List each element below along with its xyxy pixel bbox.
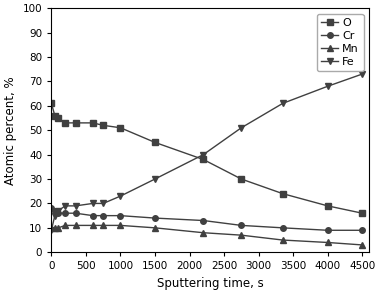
Fe bbox=[239, 126, 244, 130]
Cr bbox=[101, 214, 106, 217]
O bbox=[153, 141, 157, 144]
Line: Cr: Cr bbox=[49, 206, 365, 233]
O bbox=[56, 116, 60, 120]
Fe bbox=[101, 202, 106, 205]
Line: Fe: Fe bbox=[49, 71, 365, 233]
O bbox=[280, 192, 285, 196]
Mn bbox=[325, 241, 330, 244]
Mn bbox=[49, 226, 54, 230]
Legend: O, Cr, Mn, Fe: O, Cr, Mn, Fe bbox=[317, 14, 364, 71]
Cr bbox=[90, 214, 95, 217]
Y-axis label: Atomic percent, %: Atomic percent, % bbox=[4, 76, 17, 185]
Cr bbox=[280, 226, 285, 230]
Fe bbox=[325, 84, 330, 88]
O bbox=[49, 102, 54, 105]
Cr bbox=[49, 207, 54, 210]
O bbox=[325, 204, 330, 208]
Fe bbox=[360, 72, 364, 76]
Cr bbox=[239, 224, 244, 227]
O bbox=[73, 121, 78, 125]
Fe bbox=[153, 177, 157, 181]
Mn bbox=[101, 224, 106, 227]
Mn bbox=[201, 231, 206, 235]
Fe bbox=[56, 209, 60, 213]
O bbox=[90, 121, 95, 125]
O bbox=[63, 121, 68, 125]
Fe bbox=[49, 228, 54, 232]
Cr bbox=[63, 211, 68, 215]
Fe bbox=[63, 204, 68, 208]
Fe bbox=[280, 102, 285, 105]
Mn bbox=[280, 238, 285, 242]
Mn bbox=[153, 226, 157, 230]
O bbox=[360, 211, 364, 215]
O bbox=[201, 158, 206, 161]
Cr bbox=[118, 214, 123, 217]
Line: O: O bbox=[49, 101, 365, 216]
Fe bbox=[201, 153, 206, 156]
Cr bbox=[153, 216, 157, 220]
Fe bbox=[73, 204, 78, 208]
O bbox=[52, 114, 57, 117]
X-axis label: Sputtering time, s: Sputtering time, s bbox=[157, 277, 264, 290]
Mn bbox=[239, 233, 244, 237]
O bbox=[239, 177, 244, 181]
Mn bbox=[63, 224, 68, 227]
Mn bbox=[118, 224, 123, 227]
Line: Mn: Mn bbox=[49, 223, 365, 248]
Fe bbox=[90, 202, 95, 205]
Cr bbox=[201, 219, 206, 222]
Cr bbox=[56, 211, 60, 215]
Cr bbox=[73, 211, 78, 215]
Cr bbox=[360, 228, 364, 232]
Fe bbox=[52, 214, 57, 217]
O bbox=[101, 123, 106, 127]
O bbox=[118, 126, 123, 130]
Mn bbox=[73, 224, 78, 227]
Fe bbox=[118, 194, 123, 198]
Mn bbox=[52, 226, 57, 230]
Cr bbox=[52, 209, 57, 213]
Mn bbox=[56, 226, 60, 230]
Cr bbox=[325, 228, 330, 232]
Mn bbox=[360, 243, 364, 247]
Mn bbox=[90, 224, 95, 227]
